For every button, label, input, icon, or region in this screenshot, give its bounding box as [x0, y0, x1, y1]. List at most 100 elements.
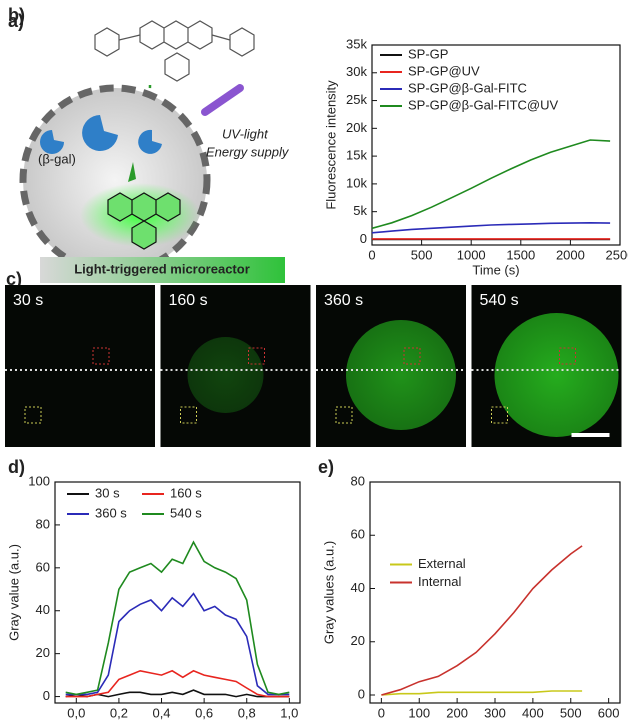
droplet — [346, 320, 456, 430]
panel-label: d) — [8, 457, 25, 477]
legend-label: Internal — [418, 574, 461, 589]
arrow-head — [128, 162, 136, 182]
external-roi — [24, 406, 42, 424]
x-tick-label: 0 — [378, 705, 385, 720]
frame-label: 30 s — [13, 292, 43, 309]
y-tick-label: 80 — [351, 473, 365, 488]
legend-label: 540 s — [170, 505, 202, 520]
x-tick-label: 0,0 — [67, 705, 85, 720]
panel-label: b) — [8, 5, 25, 25]
y-tick-label: 5k — [353, 203, 367, 218]
y-tick-label: 15k — [346, 148, 367, 163]
x-tick-label: 1,0 — [280, 705, 298, 720]
legend-label: SP-GP@UV — [408, 63, 480, 78]
y-tick-label: 40 — [36, 602, 50, 617]
y-tick-label: 80 — [36, 516, 50, 531]
internal-roi — [92, 347, 110, 365]
panel-label: a) — [8, 11, 24, 31]
caption: Light-triggered microreactor — [74, 261, 250, 276]
y-tick-label: 60 — [351, 527, 365, 542]
legend-label: SP-GP@β-Gal-FITC — [408, 80, 527, 95]
internal-roi — [559, 347, 576, 365]
y-tick-label: 30k — [346, 64, 367, 79]
y-tick-label: 60 — [36, 559, 50, 574]
external-roi — [491, 406, 508, 424]
uv-lamp — [201, 84, 244, 116]
x-tick-label: 600 — [598, 705, 620, 720]
plot-frame — [371, 44, 621, 246]
x-tick-label: 2500 — [606, 247, 628, 262]
frame-label: 160 s — [169, 292, 208, 309]
legend-label: 160 s — [170, 485, 202, 500]
y-axis-label: Gray values (a.u.) — [321, 541, 336, 644]
series-line — [65, 669, 290, 698]
x-tick-label: 0,2 — [110, 705, 128, 720]
legend-label: External — [418, 556, 466, 571]
y-tick-label: 20 — [351, 633, 365, 648]
x-tick-label: 0 — [368, 247, 375, 262]
x-axis-label: Relative distance — [128, 720, 227, 722]
plot-frame — [54, 481, 301, 704]
x-tick-label: 0,6 — [195, 705, 213, 720]
x-tick-label: 100 — [408, 705, 430, 720]
panel-c: c) 30 s 160 s 360 s 540 s — [5, 269, 622, 447]
external-roi — [180, 406, 197, 424]
molecule — [94, 20, 255, 82]
x-tick-label: 300 — [484, 705, 506, 720]
x-tick-label: 1000 — [457, 247, 486, 262]
fluorescein — [107, 192, 181, 250]
x-tick-label: 1500 — [506, 247, 535, 262]
y-tick-label: 0 — [360, 231, 367, 246]
x-axis-label: Time (s) — [471, 720, 518, 722]
enzyme-icon — [82, 115, 118, 151]
series-line — [371, 139, 611, 230]
legend-label: SP-GP — [408, 46, 448, 61]
x-tick-label: 500 — [411, 247, 433, 262]
droplet — [494, 313, 619, 437]
y-axis-label: Gray value (a.u.) — [6, 544, 21, 641]
y-tick-label: 35k — [346, 36, 367, 51]
panel-a: a) (β-gal) UV-light Energy supply Light-… — [8, 11, 290, 283]
y-tick-label: 0 — [43, 688, 50, 703]
enzyme-label: (β-gal) — [38, 151, 76, 166]
x-tick-label: 200 — [446, 705, 468, 720]
enzyme-icon — [138, 129, 162, 154]
plot-frame — [369, 481, 621, 704]
y-tick-label: 20k — [346, 120, 367, 135]
x-tick-label: 0,4 — [152, 705, 170, 720]
microreactor — [19, 84, 211, 276]
series-line — [65, 689, 290, 698]
y-axis-label: Fluorescence intensity — [323, 80, 338, 210]
x-tick-label: 0,8 — [238, 705, 256, 720]
uv-label: UV-light — [222, 126, 269, 141]
series-line — [371, 221, 611, 234]
y-tick-label: 25k — [346, 92, 367, 107]
droplet — [187, 337, 264, 413]
x-axis-label: Time (s) — [472, 262, 519, 277]
external-roi — [335, 406, 353, 424]
y-tick-label: 40 — [351, 580, 365, 595]
frame-label: 360 s — [324, 292, 363, 309]
legend-label: 30 s — [95, 485, 120, 500]
legend-label: 360 s — [95, 505, 127, 520]
internal-roi — [403, 347, 421, 365]
enzyme-icon — [40, 130, 64, 154]
y-tick-label: 20 — [36, 645, 50, 660]
internal-roi — [248, 347, 265, 365]
caption-banner — [40, 257, 285, 283]
y-tick-label: 100 — [28, 473, 50, 488]
series-line — [381, 690, 583, 696]
uv-label: Energy supply — [206, 144, 290, 159]
y-tick-label: 10k — [346, 175, 367, 190]
series-line — [65, 540, 290, 696]
panel-label: e) — [318, 457, 334, 477]
y-tick-label: 0 — [358, 686, 365, 701]
x-tick-label: 400 — [522, 705, 544, 720]
x-tick-label: 500 — [560, 705, 582, 720]
series-line — [381, 545, 583, 696]
legend-label: SP-GP@β-Gal-FITC@UV — [408, 97, 558, 112]
micrograph — [5, 285, 155, 447]
frame-label: 540 s — [480, 292, 519, 309]
